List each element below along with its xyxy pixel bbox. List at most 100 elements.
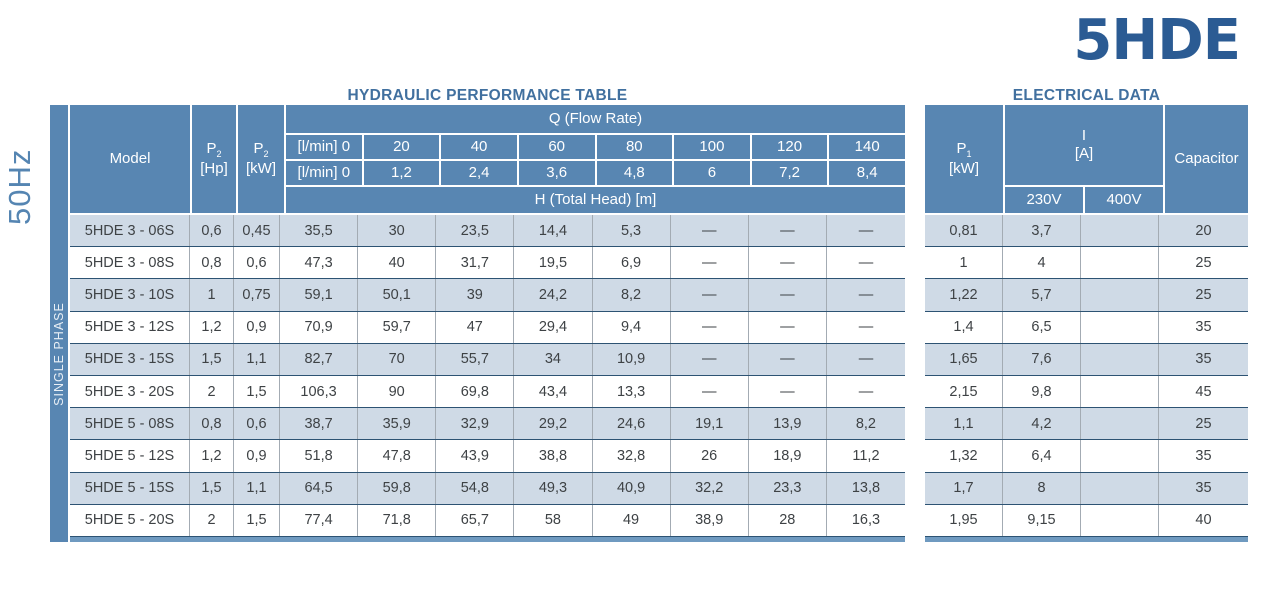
current-230v-cell: 9,8	[1003, 376, 1081, 408]
p2-subscript: 2	[263, 149, 269, 160]
p1-kw-cell: 2,15	[925, 376, 1003, 408]
flow-value: 4,8	[596, 161, 673, 185]
hydraulic-table-title: HYDRAULIC PERFORMANCE TABLE	[347, 87, 628, 104]
head-value-cell: 38,8	[514, 440, 593, 472]
table-row: 5HDE 3 - 06S 0,6 0,45 35,5 30 23,5 14,4 5,3— — —	[70, 215, 905, 247]
head-value-cell: —	[826, 343, 905, 376]
head-value-cell: 6,9	[592, 247, 671, 279]
model-cell: 5HDE 5 - 08S	[70, 408, 190, 440]
p2-hp-cell: 0,8	[190, 408, 234, 440]
p2-kw-cell: 0,6	[234, 408, 280, 440]
head-value-cell: 90	[358, 376, 437, 408]
p2-kw-cell: 1,5	[234, 376, 280, 408]
head-value-cell: 50,1	[358, 279, 437, 311]
p2-kw-cell: 0,9	[234, 440, 280, 472]
current-230v-cell: 4,2	[1003, 408, 1081, 440]
model-cell: 5HDE 3 - 12S	[70, 311, 190, 343]
head-value-cell: —	[670, 279, 749, 311]
table-row: 5HDE 3 - 08S 0,8 0,6 47,3 40 31,7 19,5 6,9— — —	[70, 246, 905, 279]
p2-letter: P	[206, 140, 217, 158]
table-row: 1,1 4,2 25	[925, 407, 1248, 440]
table-row: 5HDE 5 - 12S 1,2 0,9 51,8 47,8 43,9 38,8 32,8 26…	[70, 439, 905, 472]
table-row: 1,32 6,4 35	[925, 439, 1248, 472]
head-value-cell: 43,9	[436, 440, 515, 472]
head-value-cell: 55,7	[436, 343, 515, 376]
head-value-cell: 29,4	[514, 311, 593, 343]
p1-kw-cell: 1,22	[925, 279, 1003, 311]
table-row: 1,7 8 35	[925, 471, 1248, 504]
head-value-cell: —	[826, 311, 905, 343]
header-capacitor: Capacitor	[1165, 105, 1248, 213]
capacitor-cell: 35	[1159, 343, 1248, 376]
p1-kw-cell: 1,7	[925, 472, 1003, 504]
header-model: Model	[70, 105, 190, 213]
head-value-cell: 47,8	[358, 440, 437, 472]
head-value-cell: 35,9	[358, 408, 437, 440]
table-row: 0,81 3,7 20	[925, 215, 1248, 247]
p2-hp-cell: 1,2	[190, 311, 234, 343]
table-row: 5HDE 3 - 10S 1 0,75 59,1 50,1 39 24,2 8,2— — —	[70, 278, 905, 311]
p2-hp-cell: 2	[190, 376, 234, 408]
current-unit: [A]	[1074, 145, 1094, 162]
table-row: 1,22 5,7 25	[925, 278, 1248, 311]
hydraulic-table-body: 5HDE 3 - 06S 0,6 0,45 35,5 30 23,5 14,4 5,3— — —5…	[70, 213, 905, 537]
header-400v: 400V	[1085, 187, 1163, 213]
flow-value: 8,4	[829, 161, 905, 185]
p2-hp-cell: 2	[190, 504, 234, 537]
head-value-cell: —	[748, 343, 827, 376]
model-cell: 5HDE 5 - 15S	[70, 472, 190, 504]
flow-value: 2,4	[441, 161, 517, 185]
model-cell: 5HDE 3 - 20S	[70, 376, 190, 408]
flow-value: 60	[518, 135, 595, 159]
head-value-cell: 69,8	[436, 376, 515, 408]
model-cell: 5HDE 3 - 15S	[70, 343, 190, 376]
head-value-cell: 23,3	[748, 472, 827, 504]
flow-value: 40	[441, 135, 517, 159]
current-400v-cell	[1081, 408, 1159, 440]
capacitor-cell: 45	[1159, 376, 1248, 408]
electrical-table-title: ELECTRICAL DATA	[1012, 87, 1161, 104]
hydraulic-bottom-bar	[70, 537, 905, 542]
head-value-cell: 40,9	[592, 472, 671, 504]
p2-kw-cell: 1,1	[234, 472, 280, 504]
capacitor-cell: 25	[1159, 247, 1248, 279]
p2-kw-cell: 0,75	[234, 279, 280, 311]
head-value-cell: —	[748, 311, 827, 343]
current-230v-cell: 3,7	[1003, 215, 1081, 247]
flow-value: 120	[751, 135, 828, 159]
flow-value: 80	[596, 135, 673, 159]
p1-kw-unit: [kW]	[949, 159, 979, 177]
head-value-cell: 8,2	[592, 279, 671, 311]
header-q-flow-rate: Q (Flow Rate)	[286, 105, 905, 133]
head-value-cell: 10,9	[592, 343, 671, 376]
p2-hp-unit: [Hp]	[200, 159, 228, 177]
head-value-cell: 82,7	[280, 343, 359, 376]
model-cell: 5HDE 3 - 08S	[70, 247, 190, 279]
head-value-cell: 43,4	[514, 376, 593, 408]
current-230v-cell: 7,6	[1003, 343, 1081, 376]
head-value-cell: 32,9	[436, 408, 515, 440]
current-230v-cell: 5,7	[1003, 279, 1081, 311]
head-value-cell: 35,5	[280, 215, 359, 247]
capacitor-cell: 25	[1159, 408, 1248, 440]
table-row: 1,95 9,15 40	[925, 503, 1248, 537]
model-cell: 5HDE 5 - 12S	[70, 440, 190, 472]
hydraulic-table: Model P2 [Hp] P2 [kW] Q (Flow Rate) [l/m…	[70, 105, 905, 537]
p1-kw-cell: 1,32	[925, 440, 1003, 472]
header-current: I [A]	[1005, 105, 1163, 185]
current-400v-cell	[1081, 247, 1159, 279]
head-value-cell: 18,9	[748, 440, 827, 472]
head-value-cell: —	[826, 279, 905, 311]
head-value-cell: 19,1	[670, 408, 749, 440]
head-value-cell: 47,3	[280, 247, 359, 279]
head-value-cell: —	[826, 247, 905, 279]
current-230v-cell: 6,4	[1003, 440, 1081, 472]
current-400v-cell	[1081, 215, 1159, 247]
head-value-cell: —	[748, 279, 827, 311]
head-value-cell: 34	[514, 343, 593, 376]
head-value-cell: 9,4	[592, 311, 671, 343]
current-400v-cell	[1081, 472, 1159, 504]
p1-letter: P	[956, 140, 967, 158]
p1-kw-cell: 1	[925, 247, 1003, 279]
